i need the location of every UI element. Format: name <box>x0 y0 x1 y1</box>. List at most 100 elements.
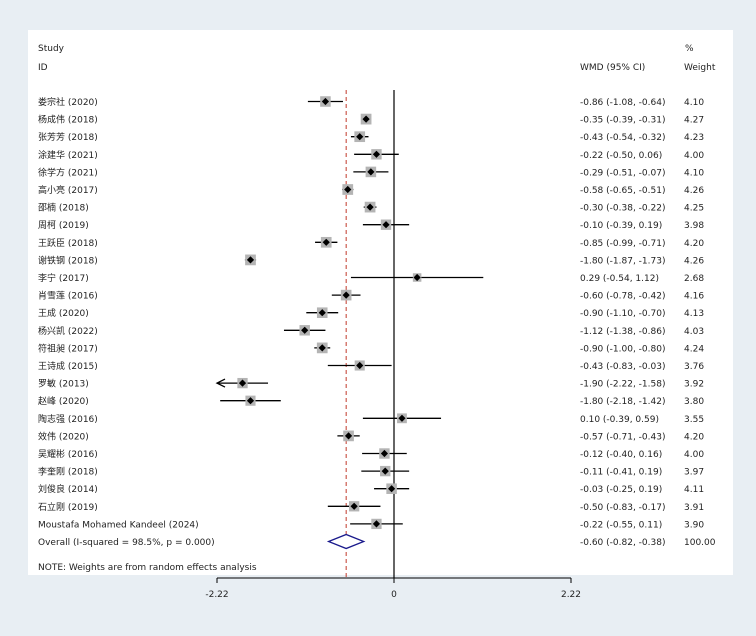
study-weight-text: 3.90 <box>684 520 704 530</box>
point-estimate <box>366 203 374 211</box>
overall-ci-text: -0.60 (-0.82, -0.38) <box>580 538 665 548</box>
study-ci-text: -0.30 (-0.38, -0.22) <box>580 204 665 214</box>
study-weight-text: 4.26 <box>684 256 704 266</box>
point-estimate <box>301 326 309 334</box>
study-ci-text: -0.57 (-0.71, -0.43) <box>580 432 665 442</box>
study-ci-text: -0.11 (-0.41, 0.19) <box>580 468 662 478</box>
study-ci-text: -0.43 (-0.83, -0.03) <box>580 362 665 372</box>
point-estimate <box>238 379 247 387</box>
study-ci-text: -0.60 (-0.78, -0.42) <box>580 292 665 302</box>
study-row: 邵楠 (2018) -0.30 (-0.38, -0.22) 4.25 <box>38 202 704 214</box>
header-effect: WMD (95% CI) <box>580 63 645 73</box>
study-label: 吴耀彬 (2016) <box>38 448 98 460</box>
x-tick-label: 0 <box>391 590 397 600</box>
study-label: 杨兴凯 (2022) <box>38 325 98 337</box>
study-label: 王成 (2020) <box>38 307 89 319</box>
study-row: 吴耀彬 (2016) -0.12 (-0.40, 0.16) 4.00 <box>38 448 704 460</box>
study-weight-text: 4.16 <box>684 292 704 302</box>
study-row: Moustafa Mohamed Kandeel (2024) -0.22 (-0… <box>38 518 704 530</box>
note-text: NOTE: Weights are from random effects an… <box>38 563 257 573</box>
study-ci-text: -1.80 (-1.87, -1.73) <box>580 256 665 266</box>
point-estimate <box>413 273 421 282</box>
study-weight-text: 4.24 <box>684 344 704 354</box>
point-estimate <box>246 256 255 264</box>
point-estimate <box>350 502 358 510</box>
study-row: 符祖昶 (2017) -0.90 (-1.00, -0.80) 4.24 <box>38 342 704 354</box>
header-id: ID <box>38 63 48 73</box>
study-row: 赵峰 (2020) -1.80 (-2.18, -1.42) 3.80 <box>38 395 704 407</box>
study-weight-text: 3.55 <box>684 415 704 425</box>
point-estimate <box>318 309 326 317</box>
study-weight-text: 3.80 <box>684 397 704 407</box>
study-label: 王跃臣 (2018) <box>38 238 98 249</box>
overall-row: Overall (I-squared = 98.5%, p = 0.000) -0… <box>38 533 716 550</box>
study-row: 杨成伟 (2018) -0.35 (-0.39, -0.31) 4.27 <box>38 114 704 126</box>
study-label: 符祖昶 (2017) <box>38 342 98 354</box>
point-estimate <box>342 291 350 299</box>
point-estimate <box>344 185 352 194</box>
study-ci-text: -0.35 (-0.39, -0.31) <box>580 116 665 126</box>
study-ci-text: -0.12 (-0.40, 0.16) <box>580 450 662 460</box>
study-ci-text: -0.85 (-0.99, -0.71) <box>580 239 665 249</box>
study-row: 徐学方 (2021) -0.29 (-0.51, -0.07) 4.10 <box>38 166 704 178</box>
study-row: 肖雪莲 (2016) -0.60 (-0.78, -0.42) 4.16 <box>38 290 704 302</box>
study-row: 谢铁钢 (2018) -1.80 (-1.87, -1.73) 4.26 <box>38 254 704 266</box>
study-row: 王成 (2020) -0.90 (-1.10, -0.70) 4.13 <box>38 307 704 319</box>
study-weight-text: 4.13 <box>684 309 704 319</box>
point-estimate <box>388 485 396 493</box>
study-weight-text: 4.26 <box>684 186 704 196</box>
study-weight-text: 4.23 <box>684 133 704 143</box>
study-weight-text: 3.92 <box>684 380 704 390</box>
study-label: Moustafa Mohamed Kandeel (2024) <box>38 520 199 530</box>
study-row: 高小亮 (2017) -0.58 (-0.65, -0.51) 4.26 <box>38 184 704 196</box>
study-label: 王诗成 (2015) <box>38 360 98 372</box>
study-weight-text: 2.68 <box>684 274 704 284</box>
study-ci-text: 0.10 (-0.39, 0.59) <box>580 415 659 425</box>
study-weight-text: 4.03 <box>684 327 704 337</box>
study-label: 罗敏 (2013) <box>38 378 89 390</box>
study-row: 杨兴凯 (2022) -1.12 (-1.38, -0.86) 4.03 <box>38 325 704 337</box>
study-weight-text: 4.20 <box>684 239 704 249</box>
study-row: 王诗成 (2015) -0.43 (-0.83, -0.03) 3.76 <box>38 360 704 372</box>
point-estimate <box>356 133 364 141</box>
study-ci-text: -0.22 (-0.50, 0.06) <box>580 151 662 161</box>
study-label: 刘俊良 (2014) <box>38 483 98 495</box>
plot-panel <box>28 30 733 575</box>
study-ci-text: -0.58 (-0.65, -0.51) <box>580 186 665 196</box>
study-weight-text: 4.10 <box>684 98 704 108</box>
study-ci-text: -1.80 (-2.18, -1.42) <box>580 397 665 407</box>
point-estimate <box>380 449 389 458</box>
study-ci-text: -0.10 (-0.39, 0.19) <box>580 221 662 231</box>
study-weight-text: 4.27 <box>684 116 704 126</box>
study-weight-text: 4.20 <box>684 432 704 442</box>
study-weight-text: 4.10 <box>684 168 704 178</box>
study-label: 李宁 (2017) <box>38 272 89 284</box>
study-label: 杨成伟 (2018) <box>38 114 98 126</box>
study-row: 刘俊良 (2014) -0.03 (-0.25, 0.19) 4.11 <box>38 483 704 495</box>
study-ci-text: -0.86 (-1.08, -0.64) <box>580 98 665 108</box>
study-weight-text: 4.25 <box>684 204 704 214</box>
study-row: 周柯 (2019) -0.10 (-0.39, 0.19) 3.98 <box>38 219 704 231</box>
study-ci-text: -0.90 (-1.00, -0.80) <box>580 344 665 354</box>
study-weight-text: 3.98 <box>684 221 704 231</box>
study-weight-text: 3.76 <box>684 362 704 372</box>
study-label: 陶志强 (2016) <box>38 413 98 425</box>
study-row: 效伟 (2020) -0.57 (-0.71, -0.43) 4.20 <box>38 430 704 442</box>
study-ci-text: -0.50 (-0.83, -0.17) <box>580 503 665 513</box>
point-estimate <box>344 432 353 440</box>
study-label: 效伟 (2020) <box>38 430 89 442</box>
study-label: 肖雪莲 (2016) <box>38 290 98 302</box>
header-study: Study <box>38 44 65 54</box>
point-estimate <box>372 150 381 158</box>
overall-label: Overall (I-squared = 98.5%, p = 0.000) <box>38 538 215 548</box>
overall-diamond <box>326 533 366 550</box>
study-ci-text: -1.90 (-2.22, -1.58) <box>580 380 665 390</box>
header-percent: % <box>685 44 694 54</box>
study-ci-text: -0.22 (-0.55, 0.11) <box>580 520 662 530</box>
overall-weight-text: 100.00 <box>684 538 716 548</box>
study-row: 王跃臣 (2018) -0.85 (-0.99, -0.71) 4.20 <box>38 236 704 249</box>
study-ci-text: -0.90 (-1.10, -0.70) <box>580 309 665 319</box>
study-ci-text: 0.29 (-0.54, 1.12) <box>580 274 659 284</box>
study-ci-text: -0.29 (-0.51, -0.07) <box>580 168 665 178</box>
